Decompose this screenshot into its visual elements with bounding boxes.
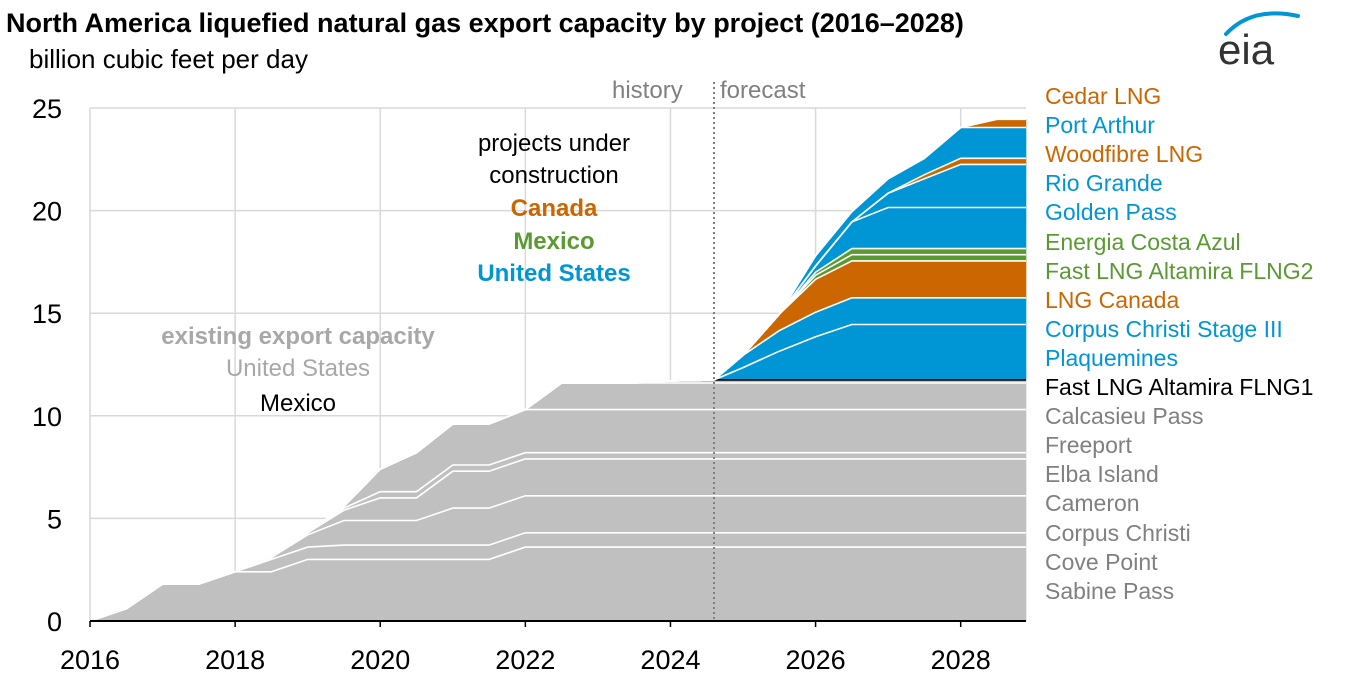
chart-subtitle: billion cubic feet per day <box>29 44 308 74</box>
boundary-cedar-lng <box>89 118 1026 622</box>
legend-item-calcasieu-pass: Calcasieu Pass <box>1045 403 1204 430</box>
y-tick-label-10: 10 <box>32 402 62 432</box>
boundary-sabine-pass <box>89 546 1026 622</box>
legend-item-elba-island: Elba Island <box>1045 461 1159 488</box>
legend-item-plaquemines: Plaquemines <box>1045 344 1178 371</box>
x-tick-label-2016: 2016 <box>60 645 120 675</box>
legend-item-fast-lng-altamira-flng2: Fast LNG Altamira FLNG2 <box>1045 257 1314 284</box>
legend-item-corpus-christi: Corpus Christi <box>1045 519 1191 546</box>
under-construction-label-2: construction <box>489 162 619 189</box>
chart-title: North America liquefied natural gas expo… <box>6 8 964 38</box>
existing-capacity-label: existing export capacity <box>161 323 435 350</box>
legend-item-rio-grande: Rio Grande <box>1045 170 1163 197</box>
area-sabine-pass <box>89 546 1027 622</box>
x-tick-label-2026: 2026 <box>786 645 846 675</box>
eia-logo: eia <box>1218 11 1300 68</box>
legend-item-lng-canada: LNG Canada <box>1045 286 1180 313</box>
legend-item-freeport: Freeport <box>1045 432 1132 459</box>
united-states-group-label: United States <box>477 260 631 287</box>
series-boundaries <box>89 118 1026 622</box>
legend-item-fast-lng-altamira-flng1: Fast LNG Altamira FLNG1 <box>1045 374 1314 400</box>
legend-item-cove-point: Cove Point <box>1045 548 1158 575</box>
legend-item-cedar-lng: Cedar LNG <box>1045 83 1162 109</box>
x-tick-label-2018: 2018 <box>205 645 265 675</box>
legend-item-sabine-pass: Sabine Pass <box>1045 577 1175 604</box>
legend-item-golden-pass: Golden Pass <box>1045 199 1177 226</box>
y-tick-label-15: 15 <box>32 299 62 329</box>
canada-group-label: Canada <box>510 195 598 222</box>
legend-item-port-arthur: Port Arthur <box>1045 112 1155 139</box>
legend-item-woodfibre-lng: Woodfibre LNG <box>1045 141 1204 168</box>
y-tick-label-5: 5 <box>47 504 62 534</box>
x-tick-label-2022: 2022 <box>495 645 555 675</box>
legend-item-energia-costa-azul: Energia Costa Azul <box>1045 228 1241 255</box>
y-tick-label-25: 25 <box>32 94 62 124</box>
axes: 2016 2018 2020 2022 2024 2026 2028 0 5 10 15 20 25 <box>32 94 1026 675</box>
history-label: history <box>612 77 683 104</box>
under-construction-label-1: projects under <box>477 130 631 157</box>
eia-logo-text: eia <box>1218 26 1275 68</box>
y-tick-label-0: 0 <box>47 607 62 637</box>
legend-item-corpus-christi-stage-iii: Corpus Christi Stage III <box>1045 315 1283 342</box>
x-tick-label-2028: 2028 <box>931 645 991 675</box>
legend-item-cameron: Cameron <box>1045 490 1140 517</box>
existing-mexico-label: Mexico <box>259 390 337 417</box>
y-tick-label-20: 20 <box>32 197 62 227</box>
x-tick-label-2020: 2020 <box>350 645 410 675</box>
forecast-label: forecast <box>720 77 806 104</box>
mexico-group-label: Mexico <box>513 228 595 255</box>
x-tick-label-2024: 2024 <box>640 645 700 675</box>
existing-us-label: United States <box>225 355 371 382</box>
